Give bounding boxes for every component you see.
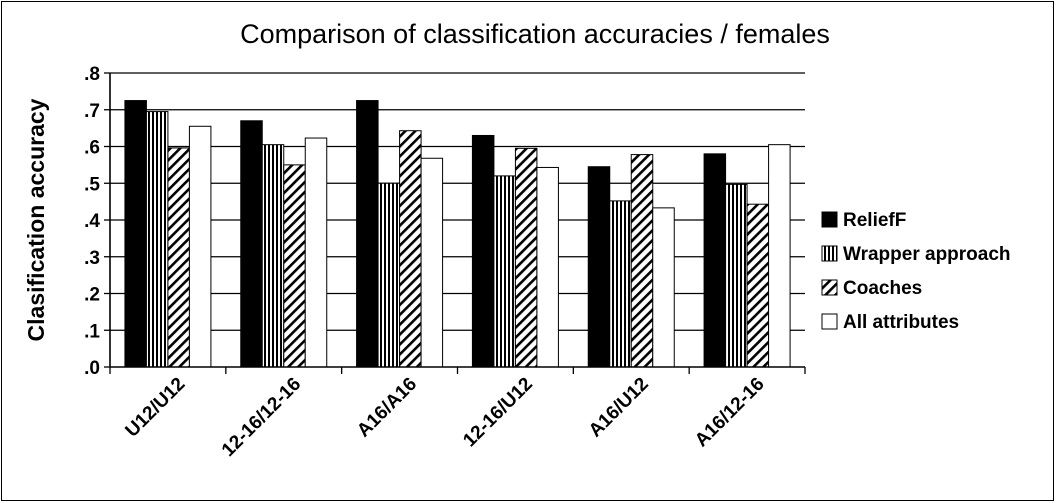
y-tick-label: .5 xyxy=(84,174,100,195)
legend-entry: Coaches xyxy=(843,278,922,299)
bar-all-attributes xyxy=(304,137,328,368)
x-tick-label: A16/12-16 xyxy=(691,374,769,452)
y-tick-label: .0 xyxy=(84,358,100,379)
y-tick-label: .3 xyxy=(84,248,100,269)
bar-wrapper-approach xyxy=(145,111,169,368)
legend-swatch xyxy=(821,313,838,330)
y-tick-labels: .0 .1 .2 .3 .4 .5 .6 .7 .8 xyxy=(84,64,100,379)
axes xyxy=(109,73,805,368)
legend-swatch xyxy=(821,245,838,262)
x-tick-label: U12/U12 xyxy=(122,374,190,442)
y-tick-label: .6 xyxy=(84,138,100,159)
gridlines xyxy=(104,72,805,368)
bar-all-attributes xyxy=(420,157,444,368)
bar-coaches xyxy=(167,147,190,368)
y-tick-label: .1 xyxy=(84,321,100,342)
bar-all-attributes xyxy=(536,166,559,368)
bar-wrapper-approach xyxy=(377,182,401,368)
bar-coaches xyxy=(630,154,654,368)
bar-all-attributes xyxy=(768,144,791,368)
bar-relieff xyxy=(703,153,727,368)
bar-coaches xyxy=(283,164,306,368)
bar-relieff xyxy=(356,100,379,368)
bar-wrapper-approach xyxy=(493,175,516,368)
x-tick-label: 12-16/12-16 xyxy=(218,374,305,461)
y-tick-label: .2 xyxy=(84,285,100,306)
legend-entry: ReliefF xyxy=(843,210,906,231)
bar-relieff xyxy=(587,166,611,368)
y-tick-label: .7 xyxy=(84,101,100,122)
bars xyxy=(124,100,791,368)
bar-wrapper-approach xyxy=(725,183,748,368)
x-tick-label: A16/U12 xyxy=(585,374,653,442)
legend: ReliefF Wrapper approach Coaches All attrib… xyxy=(821,210,1011,333)
bar-coaches xyxy=(746,203,770,368)
y-tick-label: .8 xyxy=(84,64,100,85)
y-axis-label: Clasification accuracy xyxy=(23,98,49,341)
legend-entry: Wrapper approach xyxy=(843,244,1011,265)
bar-relieff xyxy=(240,120,263,368)
bar-wrapper-approach xyxy=(261,144,285,368)
x-tick-label: A16/A16 xyxy=(353,374,421,442)
bar-coaches xyxy=(514,147,538,368)
bar-relieff xyxy=(124,100,147,368)
bar-all-attributes xyxy=(188,125,212,368)
y-tick-label: .4 xyxy=(84,211,100,232)
legend-swatch xyxy=(821,211,838,228)
chart-title: Comparison of classification accuracies … xyxy=(240,19,830,49)
bar-all-attributes xyxy=(652,207,675,368)
x-tick-labels: U12/U12 12-16/12-16 A16/A16 12-16/U12 A16/U1… xyxy=(109,367,806,461)
bar-coaches xyxy=(399,130,422,368)
legend-swatch xyxy=(821,279,838,296)
x-tick-label: 12-16/U12 xyxy=(459,374,537,452)
bar-relieff xyxy=(471,134,495,368)
legend-entry: All attributes xyxy=(843,312,959,333)
bar-wrapper-approach xyxy=(609,200,632,368)
